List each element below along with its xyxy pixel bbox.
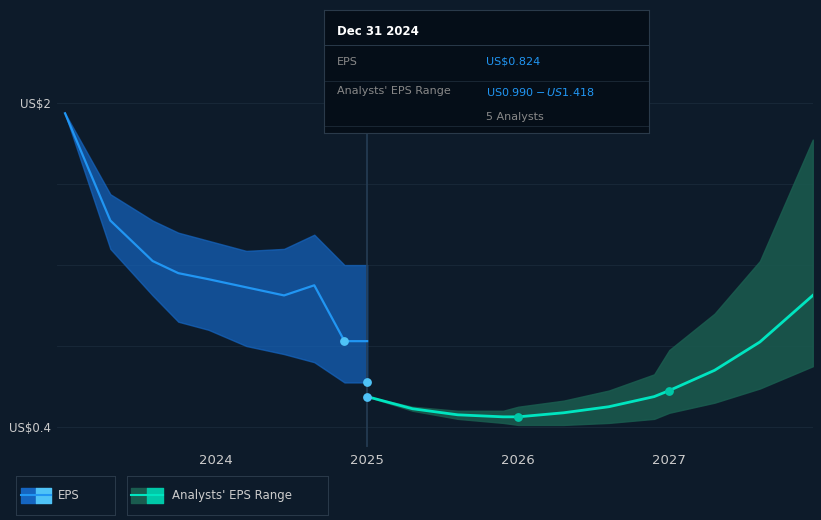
Text: US$0.824: US$0.824 [487, 57, 541, 67]
Text: EPS: EPS [57, 489, 80, 502]
Point [663, 386, 676, 395]
Text: Actual: Actual [326, 83, 363, 96]
Text: US$0.990 - US$1.418: US$0.990 - US$1.418 [487, 86, 595, 98]
Text: EPS: EPS [337, 57, 358, 67]
Text: Dec 31 2024: Dec 31 2024 [337, 25, 420, 38]
Point [338, 337, 351, 345]
Bar [367, 73, 813, 447]
Text: Analysts' EPS Range: Analysts' EPS Range [337, 86, 451, 96]
Text: 5 Analysts: 5 Analysts [487, 112, 544, 122]
Point [511, 413, 525, 421]
Point [360, 378, 374, 386]
Text: Analysts' EPS Range: Analysts' EPS Range [172, 489, 291, 502]
Text: Analysts Forecasts: Analysts Forecasts [372, 83, 482, 96]
Point [360, 393, 374, 401]
